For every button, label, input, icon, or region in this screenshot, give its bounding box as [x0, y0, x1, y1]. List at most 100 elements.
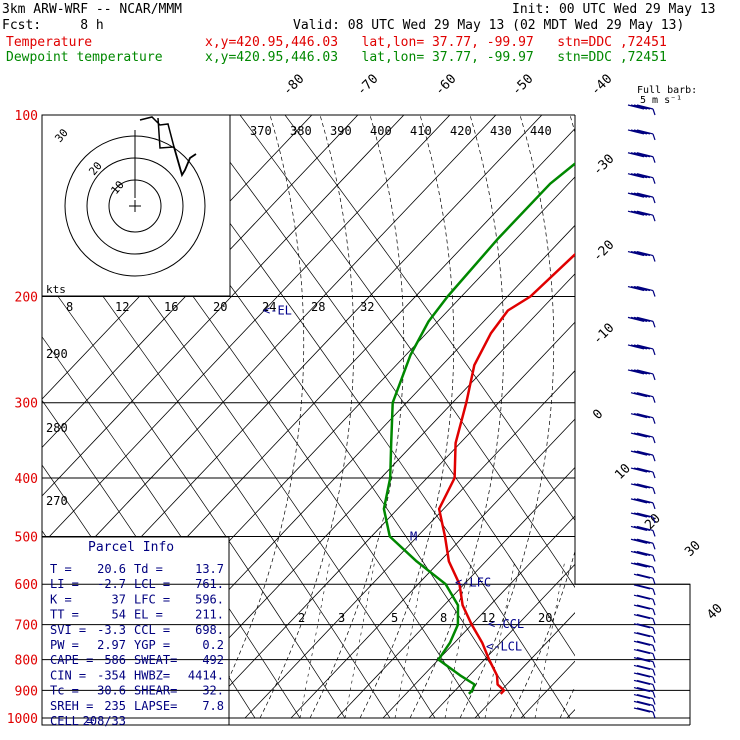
wind-barb [630, 413, 656, 424]
wind-barb-flag [633, 707, 651, 713]
parcel-info-value: 30.6 [97, 684, 126, 698]
parcel-info-name: SWEAT= [134, 653, 177, 667]
moist-adiabat-line [259, 115, 355, 719]
temperature-profile [437, 252, 575, 695]
parcel-info-value: -2.7 [97, 577, 126, 591]
wind-barb [630, 550, 656, 562]
wind-barb-flag [636, 657, 654, 663]
mixing-ratio-line [484, 559, 516, 719]
wind-barb [627, 152, 656, 163]
wind-barb-staff [652, 705, 656, 712]
mixing-ratio-label: 5 [391, 611, 398, 625]
parcel-info-value: 211. [195, 608, 224, 622]
wind-barb-legend-title: Full barb: [637, 85, 697, 96]
isotherm-label: -10 [590, 321, 617, 348]
dry-adiabat-line [42, 273, 346, 719]
isotherm-line [659, 115, 740, 718]
hodograph-units-label: kts [46, 283, 66, 296]
wind-barb-flag [627, 152, 645, 158]
wind-barb-flag [636, 152, 654, 158]
wind-barb-staff [652, 348, 656, 356]
wind-barb-flag [630, 210, 648, 216]
wind-barb-flag [633, 344, 651, 350]
parcel-info-name: SREH = [50, 699, 93, 713]
wind-barb-staff [652, 177, 656, 184]
wind-barb [633, 664, 656, 676]
isotherm-line [613, 115, 740, 718]
isotherm-line [198, 321, 575, 719]
moist-adiabat-line [409, 115, 505, 719]
wind-barb-staff [652, 471, 656, 479]
parcel-info-value: 54 [112, 608, 126, 622]
isotherm-line [566, 708, 575, 719]
wind-barb [633, 594, 656, 606]
wind-barb-flag [627, 316, 645, 322]
isotherm-line [42, 115, 451, 545]
wind-barb-staff [652, 321, 656, 328]
hodograph-trace [139, 116, 175, 149]
wind-barb-flag [636, 664, 654, 671]
wind-barb-staff [652, 578, 656, 585]
wind-barb-flag [633, 467, 651, 473]
wind-barb-staff [652, 566, 656, 574]
parcel-info-name: K = [50, 592, 72, 606]
theta-e-label: 430 [490, 124, 512, 138]
wind-barb-flag [636, 525, 654, 532]
isotherm-label: -30 [590, 152, 617, 179]
hodograph-speed-tick: 24 [262, 300, 276, 314]
isotherm-label: 30 [682, 538, 704, 560]
wind-barb-flag [630, 392, 648, 398]
mixing-ratio-line [394, 559, 426, 719]
valid-time: Valid: 08 UTC Wed 29 May 13 (02 MDT Wed … [293, 18, 685, 33]
wind-barb-flag [636, 104, 654, 110]
wind-barb [630, 562, 656, 574]
wind-barb-staff [652, 502, 656, 510]
wind-barb-staff [652, 669, 656, 676]
wind-barb-staff [652, 661, 656, 668]
parcel-info-name: T = [50, 562, 72, 576]
wind-barb-staff [652, 530, 656, 537]
wind-barb-flag [636, 623, 654, 629]
wind-barb-flag [633, 657, 651, 663]
isotherm-line [42, 115, 359, 449]
wind-barb [633, 584, 656, 596]
isotherm-label: -60 [432, 72, 459, 99]
wind-barb-flag [630, 550, 648, 557]
wind-barb [633, 657, 656, 668]
hodograph-speed-tick: 16 [164, 300, 178, 314]
parcel-info-name: CELL = [50, 714, 93, 728]
wind-barb-flag [633, 614, 651, 620]
wind-barb [633, 679, 656, 691]
moist-adiabat-line [309, 115, 405, 719]
mixing-ratio-line [299, 559, 331, 719]
wind-barb-flag [633, 483, 651, 489]
isotherm-line [520, 660, 575, 719]
theta-e-label: 390 [330, 124, 352, 138]
wind-barb-flag [636, 573, 654, 579]
wind-barb-staff [652, 516, 656, 524]
isotherm-line [42, 115, 405, 497]
wind-barb-flag [636, 550, 654, 557]
isotherm-line [428, 563, 575, 719]
pressure-tick-label: 900 [15, 684, 38, 699]
isotherm-line [290, 418, 575, 719]
theta-label: 280 [46, 421, 68, 435]
hodograph-speed-tick: 8 [66, 300, 73, 314]
wind-barb-flag [633, 550, 651, 557]
wind-barb-flag [627, 192, 645, 198]
wind-barb [627, 192, 656, 204]
wind-barb-staff [652, 255, 656, 262]
wind-barb-flag [633, 450, 651, 456]
wind-barb [633, 693, 656, 705]
wind-barb-staff [652, 373, 656, 381]
wind-barb-staff [652, 608, 656, 616]
wind-barb-flag [636, 648, 654, 655]
wind-barb-staff [652, 653, 656, 660]
wind-barb-staff [652, 108, 656, 116]
isotherm-label: -50 [509, 72, 536, 99]
theta-e-label: 410 [410, 124, 432, 138]
pressure-tick-label: 100 [15, 109, 38, 124]
wind-barb-flag [627, 285, 645, 292]
frame-lower-right [575, 583, 691, 725]
wind-barb-flag [633, 604, 651, 610]
